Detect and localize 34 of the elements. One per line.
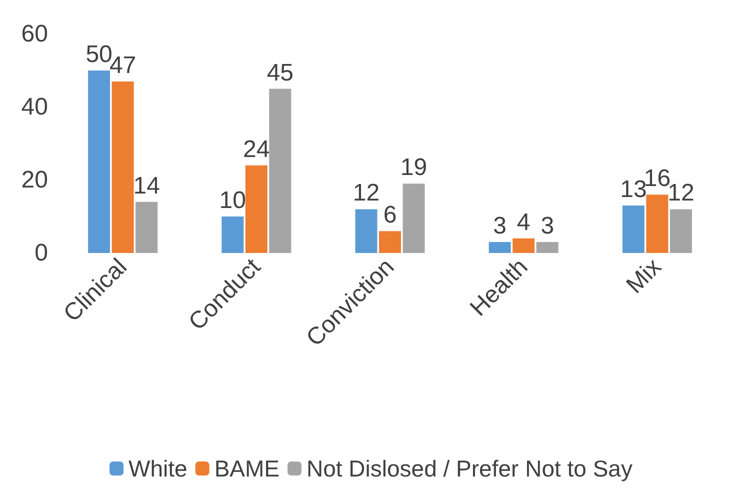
bar	[88, 70, 110, 253]
bar	[355, 209, 378, 253]
data-label: 19	[400, 154, 428, 182]
y-tick-label: 20	[21, 166, 48, 194]
y-tick-label: 40	[21, 94, 48, 120]
x-tick-label: Mix	[621, 253, 667, 299]
bar	[269, 88, 292, 253]
bar	[512, 238, 535, 253]
data-label: 13	[620, 176, 647, 204]
legend-label: White	[128, 456, 188, 482]
bar	[488, 242, 511, 253]
y-tick-label: 0	[34, 240, 48, 266]
data-label: 24	[243, 136, 270, 163]
data-label: 4	[516, 208, 530, 236]
data-label: 12	[352, 180, 380, 207]
bar	[402, 184, 425, 253]
bar	[622, 206, 644, 253]
data-label: 10	[219, 187, 246, 214]
data-label: 6	[383, 202, 397, 229]
bar	[536, 242, 558, 253]
legend-label: Not Dislosed / Prefer Not to Say	[306, 456, 633, 482]
bar	[245, 165, 268, 253]
bar	[379, 231, 401, 253]
y-tick-label: 60	[21, 20, 48, 48]
bar	[112, 81, 134, 253]
data-label: 14	[133, 172, 160, 200]
bar	[670, 209, 692, 253]
bar	[222, 216, 244, 253]
bar	[646, 194, 668, 253]
data-label: 3	[540, 212, 554, 240]
bar	[136, 202, 158, 253]
data-label: 45	[266, 59, 294, 86]
data-label: 3	[493, 212, 507, 240]
legend-label: BAME	[214, 456, 280, 482]
